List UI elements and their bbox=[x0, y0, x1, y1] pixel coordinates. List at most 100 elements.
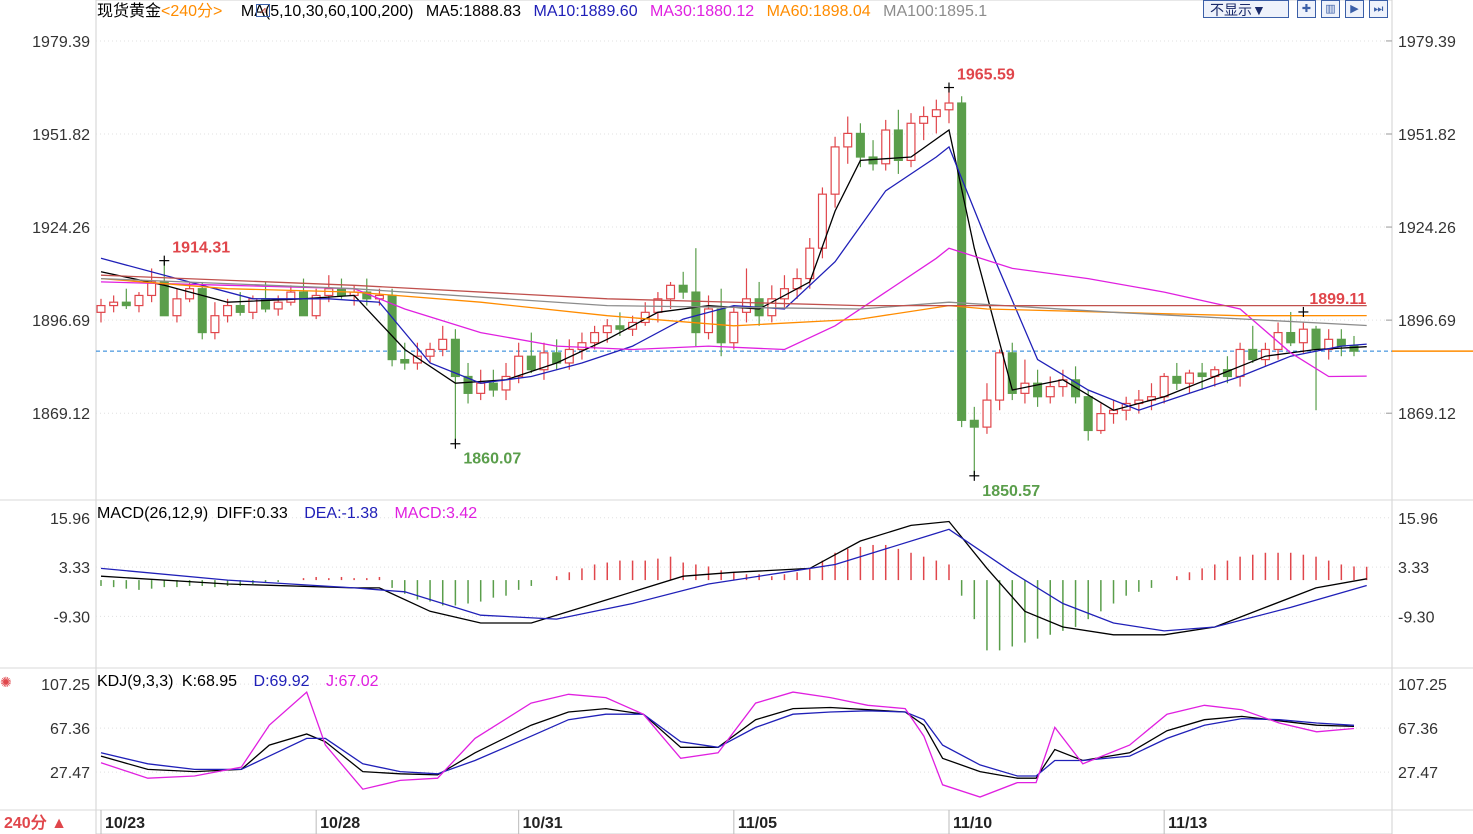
date-label: 11/05 bbox=[738, 815, 777, 832]
settings-sun-icon[interactable]: ✺ bbox=[0, 674, 12, 690]
candle-body bbox=[805, 247, 815, 280]
candle-body bbox=[906, 122, 916, 162]
candle-body bbox=[273, 301, 283, 310]
ma30-value: MA30:1880.12 bbox=[650, 3, 755, 20]
kdj-legend: KDJ(9,3,3) K:68.95 D:69.92 J:67.02 bbox=[97, 672, 387, 692]
candle-body bbox=[286, 291, 296, 303]
candle-body bbox=[210, 315, 220, 334]
candle-body bbox=[919, 115, 929, 124]
price-tick-label-left: 1979.39 bbox=[32, 34, 90, 51]
macd-diff: DIFF:0.33 bbox=[216, 505, 288, 522]
period-label[interactable]: <240分> bbox=[161, 3, 223, 20]
candle-body bbox=[1286, 331, 1296, 344]
candle-body bbox=[678, 284, 688, 293]
candle-body bbox=[96, 304, 106, 313]
crosshair-icon[interactable]: ✚ bbox=[1297, 0, 1316, 18]
high-price-label: 1899.11 bbox=[1309, 291, 1366, 308]
macd-dea: DEA:-1.38 bbox=[304, 505, 379, 522]
candle-body bbox=[185, 288, 195, 300]
instrument-name: 现货黄金 bbox=[97, 3, 162, 20]
zoom-in-icon[interactable]: ▥ bbox=[1321, 0, 1340, 18]
candle-body bbox=[298, 291, 309, 317]
price-tick-label-right: 1869.12 bbox=[1398, 406, 1456, 423]
candle-body bbox=[564, 348, 574, 364]
candle-body bbox=[1159, 375, 1169, 398]
plot-frame bbox=[95, 0, 1393, 834]
date-label: 11/13 bbox=[1168, 815, 1207, 832]
candle-body bbox=[197, 288, 207, 334]
step-forward-icon[interactable]: ▶ bbox=[1345, 0, 1364, 18]
hide-dropdown-button[interactable]: 不显示▼ bbox=[1203, 0, 1289, 18]
ma100-line bbox=[100, 277, 1367, 327]
candle-body bbox=[109, 301, 119, 307]
date-label: 10/28 bbox=[320, 815, 360, 832]
candle-body bbox=[577, 342, 587, 351]
price-tick-label-right: 1951.82 bbox=[1398, 127, 1456, 144]
ma60-value: MA60:1898.04 bbox=[766, 3, 871, 20]
candle-body bbox=[741, 298, 752, 313]
price-tick-label-left: 1924.26 bbox=[32, 220, 90, 237]
candle-body bbox=[982, 399, 992, 428]
candle-body bbox=[1184, 372, 1194, 384]
candle-body bbox=[1311, 328, 1321, 351]
macd-tick-label-left: 3.33 bbox=[59, 560, 90, 577]
candle-body bbox=[830, 146, 840, 195]
candle-body bbox=[121, 301, 131, 307]
price-tick-label-left: 1951.82 bbox=[32, 127, 90, 144]
candle-body bbox=[463, 375, 473, 394]
candle-body bbox=[223, 304, 233, 317]
ma-params: MA(5,10,30,60,100,200) bbox=[240, 3, 414, 20]
candle-body bbox=[488, 382, 498, 391]
candle-body bbox=[501, 375, 511, 391]
candle-body bbox=[438, 338, 448, 351]
candle-body bbox=[691, 291, 701, 334]
macd-tick-label-left: 15.96 bbox=[50, 511, 90, 528]
candle-body bbox=[1324, 338, 1334, 351]
macd-legend: MACD(26,12,9) DIFF:0.33 DEA:-1.38 MACD:3… bbox=[97, 504, 485, 524]
candle-body bbox=[1248, 348, 1258, 361]
date-label: 11/10 bbox=[953, 815, 992, 832]
candle-body bbox=[957, 102, 967, 421]
fast-forward-icon[interactable]: ⏭ bbox=[1369, 0, 1388, 18]
kdj-d: D:69.92 bbox=[253, 673, 310, 690]
macd-params: MACD(26,12,9) bbox=[97, 505, 209, 522]
candle-body bbox=[1045, 385, 1055, 398]
kdj-j: J:67.02 bbox=[326, 673, 379, 690]
low-price-label: 1850.57 bbox=[982, 483, 1040, 500]
kdj-tick-label-right: 27.47 bbox=[1398, 765, 1438, 782]
macd-dea-line bbox=[100, 528, 1367, 632]
candle-body bbox=[893, 129, 903, 162]
period-selector[interactable]: 240分 ▲ bbox=[4, 815, 67, 832]
candle-body bbox=[311, 294, 321, 317]
high-price-label: 1914.31 bbox=[172, 240, 230, 257]
ma100-value: MA100:1895.1 bbox=[883, 3, 988, 20]
candle-body bbox=[1197, 372, 1207, 378]
candle-body bbox=[602, 325, 612, 334]
candle-body bbox=[235, 304, 245, 313]
macd-diff-line bbox=[100, 520, 1367, 636]
kdj-tick-label-left: 27.47 bbox=[50, 765, 90, 782]
candle-body bbox=[1083, 396, 1093, 432]
candle-body bbox=[425, 348, 435, 357]
macd-value: MACD:3.42 bbox=[394, 505, 478, 522]
macd-tick-label-left: -9.30 bbox=[54, 609, 91, 626]
candle-body bbox=[412, 355, 422, 364]
candle-body bbox=[1033, 382, 1043, 398]
candle-body bbox=[1007, 352, 1017, 394]
candle-body bbox=[159, 281, 169, 317]
candle-body bbox=[1172, 375, 1182, 384]
candle-body bbox=[476, 382, 486, 394]
candle-body bbox=[944, 102, 954, 111]
candle-body bbox=[172, 298, 182, 317]
candle-body bbox=[1298, 328, 1308, 344]
ma5-line bbox=[100, 128, 1367, 411]
candle-body bbox=[995, 352, 1005, 401]
candle-body bbox=[590, 331, 600, 344]
macd-tick-label-right: 15.96 bbox=[1398, 511, 1438, 528]
candle-body bbox=[1096, 413, 1106, 432]
candle-body bbox=[729, 311, 739, 344]
macd-tick-label-right: 3.33 bbox=[1398, 560, 1429, 577]
main-legend: 现货黄金<240分> MA(5,10,30,60,100,200) MA5:18… bbox=[97, 2, 995, 22]
price-tick-label-right: 1924.26 bbox=[1398, 220, 1456, 237]
